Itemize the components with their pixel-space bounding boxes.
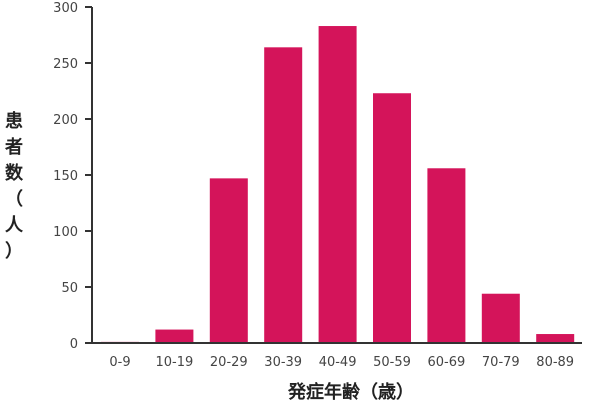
- bar-20-29: [209, 178, 248, 343]
- y-tick-label: 100: [53, 225, 78, 240]
- x-tick-label: 80-89: [536, 355, 574, 370]
- x-tick-label: 40-49: [319, 355, 357, 370]
- bar-30-39: [264, 47, 303, 343]
- bars: [101, 26, 575, 344]
- y-tick-label: 0: [70, 337, 78, 352]
- y-tick-label: 200: [53, 113, 78, 128]
- x-tick-label: 10-19: [156, 355, 194, 370]
- bar-80-89: [536, 334, 575, 343]
- x-tick-label: 30-39: [264, 355, 302, 370]
- bar-40-49: [318, 26, 357, 343]
- y-tick-label: 250: [53, 57, 78, 72]
- y-tick-label: 50: [61, 281, 78, 296]
- bar-10-19: [155, 329, 194, 343]
- x-axis-label: 発症年齢（歳）: [287, 381, 414, 403]
- x-tick-label: 0-9: [109, 355, 130, 370]
- y-axis-label: 患者数（人）: [4, 111, 24, 262]
- x-tick-label: 70-79: [482, 355, 520, 370]
- y-tick-label: 300: [53, 1, 78, 16]
- x-tick-label: 60-69: [428, 355, 466, 370]
- y-tick-label: 150: [53, 169, 78, 184]
- x-tick-label: 50-59: [373, 355, 411, 370]
- bar-50-59: [373, 93, 411, 344]
- x-axis-ticks: 0-9 10-19 20-29 30-39 40-49 50-59 60-69 70-79 80…: [109, 355, 574, 370]
- bar-70-79: [481, 293, 520, 343]
- y-axis-ticks: 0 50 100 150 200 250 300: [53, 1, 92, 352]
- bar-60-69: [427, 168, 466, 343]
- x-tick-label: 20-29: [210, 355, 248, 370]
